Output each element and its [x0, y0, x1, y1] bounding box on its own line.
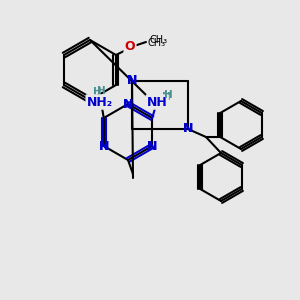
- Text: N: N: [127, 74, 137, 88]
- Text: H: H: [93, 87, 102, 97]
- Text: N: N: [147, 140, 158, 152]
- Text: N: N: [147, 140, 158, 152]
- Text: CH₃: CH₃: [150, 35, 168, 45]
- Text: O: O: [125, 40, 135, 53]
- Text: N: N: [123, 98, 133, 110]
- Text: H: H: [164, 90, 172, 100]
- Text: N: N: [127, 74, 137, 88]
- Text: N: N: [123, 98, 133, 110]
- Text: NH: NH: [89, 95, 110, 109]
- Text: N: N: [183, 122, 193, 136]
- Text: O: O: [125, 40, 135, 53]
- Text: N: N: [99, 140, 109, 152]
- Text: CH₃: CH₃: [148, 38, 166, 48]
- Text: NH: NH: [147, 95, 168, 109]
- Text: NH: NH: [147, 95, 168, 109]
- Text: H: H: [162, 92, 171, 102]
- Text: N: N: [183, 122, 193, 136]
- Text: NH₂: NH₂: [87, 95, 113, 109]
- Text: H: H: [98, 86, 106, 96]
- Text: N: N: [99, 140, 109, 152]
- Text: ₂: ₂: [106, 98, 111, 108]
